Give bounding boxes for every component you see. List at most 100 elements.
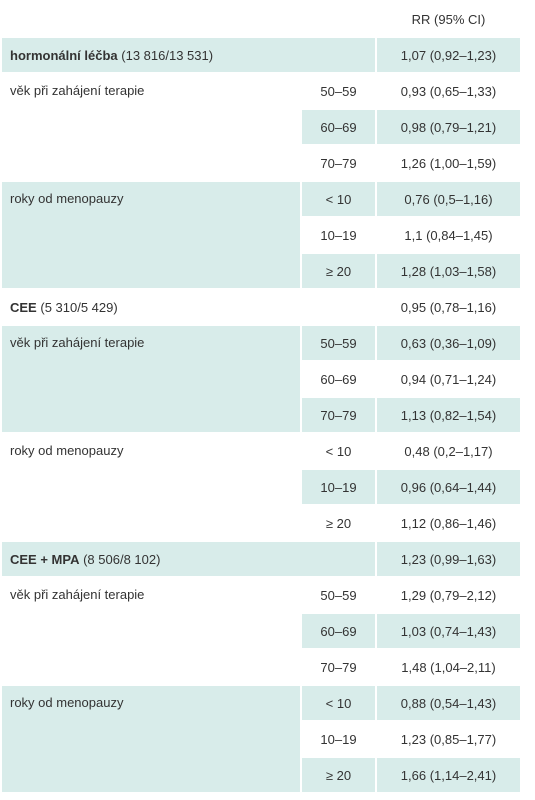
range-cell: ≥ 20 [300, 252, 377, 290]
range-label: 60–69 [320, 371, 357, 387]
subgroup-row: 60–69 0,98 (0,79–1,21) [1, 108, 522, 146]
rr-value: 1,28 (1,03–1,58) [400, 263, 497, 279]
range-cell: < 10 [300, 432, 377, 470]
range-label: < 10 [325, 443, 352, 459]
rr-cell: 1,13 (0,82–1,54) [375, 396, 522, 434]
range-label: < 10 [325, 191, 352, 207]
range-label: ≥ 20 [325, 263, 352, 279]
subgroup-label: roky od menopauzy [10, 443, 124, 458]
rr-cell: 1,1 (0,84–1,45) [375, 216, 522, 254]
rr-value: 1,13 (0,82–1,54) [400, 407, 497, 423]
range-label: 10–19 [320, 227, 357, 243]
rr-cell: 1,29 (0,79–2,12) [375, 576, 522, 614]
subgroup-label: věk při zahájení terapie [10, 335, 145, 350]
range-label: 60–69 [320, 119, 357, 135]
range-cell: < 10 [300, 684, 377, 722]
header-row: RR (95% CI) [0, 0, 522, 38]
range-cell: 70–79 [300, 648, 377, 686]
range-cell: 60–69 [300, 612, 377, 650]
header-rr: RR (95% CI) [411, 11, 486, 27]
rr-value: 1,29 (0,79–2,12) [400, 587, 497, 603]
rr-value: 1,23 (0,85–1,77) [400, 731, 497, 747]
rr-value: 1,07 (0,92–1,23) [400, 47, 497, 63]
subgroup-row: 70–79 1,48 (1,04–2,11) [1, 648, 522, 686]
rr-value: 0,48 (0,2–1,17) [404, 443, 493, 459]
rr-value: 0,94 (0,71–1,24) [400, 371, 497, 387]
subgroup-row: ≥ 20 1,28 (1,03–1,58) [1, 252, 522, 290]
rr-value: 1,26 (1,00–1,59) [400, 155, 497, 171]
subgroup-label: roky od menopauzy [10, 191, 124, 206]
group-name: CEE + MPA [10, 551, 80, 567]
rr-value: 1,12 (0,86–1,46) [400, 515, 497, 531]
group-cell: CEE + MPA (8 506/8 102) [0, 540, 377, 578]
range-cell: 10–19 [300, 468, 377, 506]
range-cell: 50–59 [300, 72, 377, 110]
range-label: ≥ 20 [325, 767, 352, 783]
subgroup-row: 70–79 1,26 (1,00–1,59) [1, 144, 522, 182]
subgroup-label: věk při zahájení terapie [10, 587, 145, 602]
group-row: CEE (5 310/5 429) 0,95 (0,78–1,16) [0, 288, 522, 326]
rr-value: 0,96 (0,64–1,44) [400, 479, 497, 495]
range-label: 10–19 [320, 479, 357, 495]
rr-cell: 0,96 (0,64–1,44) [375, 468, 522, 506]
rr-cell: 1,07 (0,92–1,23) [375, 36, 522, 74]
rr-cell: 1,03 (0,74–1,43) [375, 612, 522, 650]
range-label: < 10 [325, 695, 352, 711]
group-row: hormonální léčba (13 816/13 531) 1,07 (0,… [0, 36, 522, 74]
group-cell: CEE (5 310/5 429) [0, 288, 377, 326]
subgroup-row: ≥ 20 1,66 (1,14–2,41) [1, 756, 522, 794]
group-cell: hormonální léčba (13 816/13 531) [0, 36, 377, 74]
rr-value: 0,93 (0,65–1,33) [400, 83, 497, 99]
rr-value: 1,66 (1,14–2,41) [400, 767, 497, 783]
rr-value: 1,1 (0,84–1,45) [404, 227, 493, 243]
rr-cell: 0,98 (0,79–1,21) [375, 108, 522, 146]
subgroup-row: 60–69 1,03 (0,74–1,43) [1, 612, 522, 650]
subgroup-cell: věk při zahájení terapie [0, 72, 302, 182]
range-cell: 60–69 [300, 108, 377, 146]
group-count: (8 506/8 102) [83, 551, 161, 567]
subgroup-cell: roky od menopauzy [0, 180, 302, 290]
range-label: 50–59 [320, 335, 357, 351]
subgroup-cell: roky od menopauzy [0, 684, 302, 794]
subgroup-row: věk při zahájení terapie 50–59 0,93 (0,65–… [0, 72, 522, 182]
range-cell: 50–59 [300, 324, 377, 362]
rr-value: 0,95 (0,78–1,16) [400, 299, 497, 315]
rr-cell: 1,66 (1,14–2,41) [375, 756, 522, 794]
range-cell: ≥ 20 [300, 504, 377, 542]
subgroup-row: ≥ 20 1,12 (0,86–1,46) [1, 504, 522, 542]
subgroup-label: věk při zahájení terapie [10, 83, 145, 98]
rr-cell: 1,23 (0,99–1,63) [375, 540, 522, 578]
group-count: (13 816/13 531) [121, 47, 214, 63]
rr-cell: 0,88 (0,54–1,43) [375, 684, 522, 722]
range-cell: 50–59 [300, 576, 377, 614]
rr-cell: 0,93 (0,65–1,33) [375, 72, 522, 110]
header-cell: RR (95% CI) [375, 0, 522, 38]
rr-cell: 1,48 (1,04–2,11) [375, 648, 522, 686]
subgroup-cell: věk při zahájení terapie [0, 324, 302, 434]
rr-cell: 1,26 (1,00–1,59) [375, 144, 522, 182]
range-label: 70–79 [320, 155, 357, 171]
rr-cell: 0,48 (0,2–1,17) [375, 432, 522, 470]
subgroup-row: roky od menopauzy < 10 0,88 (0,54–1,43) [0, 684, 522, 794]
range-cell: 70–79 [300, 396, 377, 434]
rr-cell: 1,28 (1,03–1,58) [375, 252, 522, 290]
group-name: CEE [10, 299, 37, 315]
range-cell: 10–19 [300, 216, 377, 254]
group-count: (5 310/5 429) [40, 299, 118, 315]
rr-value: 0,88 (0,54–1,43) [400, 695, 497, 711]
range-label: 50–59 [320, 83, 357, 99]
rr-cell: 1,12 (0,86–1,46) [375, 504, 522, 542]
range-cell: 60–69 [300, 360, 377, 398]
range-cell: ≥ 20 [300, 756, 377, 794]
rr-value: 1,23 (0,99–1,63) [400, 551, 497, 567]
range-label: 70–79 [320, 659, 357, 675]
range-label: 60–69 [320, 623, 357, 639]
range-label: 70–79 [320, 407, 357, 423]
table-body: RR (95% CI) hormonální léčba (13 816/13 … [0, 0, 522, 794]
group-name: hormonální léčba [10, 47, 118, 63]
range-cell: 70–79 [300, 144, 377, 182]
subgroup-row: 10–19 1,1 (0,84–1,45) [1, 216, 522, 254]
rr-cell: 0,76 (0,5–1,16) [375, 180, 522, 218]
subgroup-row: 60–69 0,94 (0,71–1,24) [1, 360, 522, 398]
